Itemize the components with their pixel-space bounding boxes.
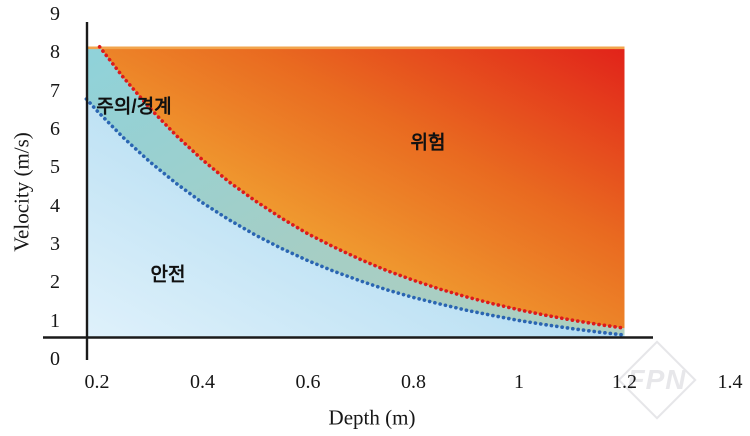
x-tick-label: 1.4 [717,371,743,393]
caution-threshold-curve [84,97,627,337]
danger-threshold-curve [97,45,627,330]
zone-label-caution: 주의/경계 [96,96,172,118]
zone-label-danger: 위험 [410,132,446,154]
y-tick-label: 7 [50,79,60,102]
y-tick-label: 3 [50,233,60,255]
y-tick-label: 2 [50,271,60,294]
danger-zone-area [99,46,625,329]
x-tick-label: 1.2 [612,371,637,393]
x-tick-label: 0.4 [190,371,215,393]
watermark-text: FPN [627,364,687,395]
zone-label-safe: 안전 [150,264,186,286]
y-tick-label: 0 [50,348,60,370]
y-tick-label: 9 [50,3,60,25]
x-tick-label: 0.6 [295,371,321,393]
x-tick-label: 0.8 [401,371,426,393]
y-tick-label: 5 [50,156,60,179]
y-tick-label: 4 [50,194,60,217]
x-tick-label: 0.2 [84,371,110,393]
x-tick-label: 1 [514,371,524,393]
y-tick-label: 1 [50,309,60,332]
x-axis-title: Depth (m) [328,405,416,430]
y-tick-label: 8 [50,41,60,64]
y-tick-label: 6 [50,118,60,140]
